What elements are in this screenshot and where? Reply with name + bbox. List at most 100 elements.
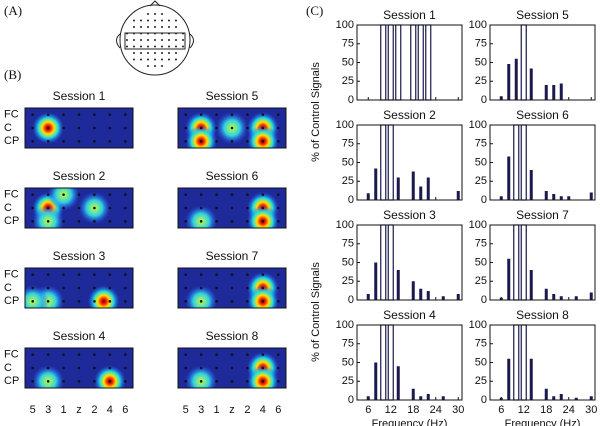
y-tick-label: 0 — [348, 294, 354, 306]
electrode — [276, 193, 280, 196]
column-label: 2 — [91, 404, 97, 416]
electrode — [46, 126, 50, 130]
electrode — [246, 193, 249, 196]
electrode — [199, 140, 203, 143]
electrode — [199, 193, 203, 196]
heat-blob — [185, 205, 218, 228]
electrode — [184, 273, 188, 276]
electrode — [123, 273, 127, 276]
row-label: C — [4, 362, 12, 374]
electrode — [215, 366, 218, 370]
bar — [589, 292, 593, 300]
y-tick-label: 100 — [469, 219, 487, 231]
electrode — [168, 32, 170, 35]
electrode — [246, 353, 249, 356]
electrode — [140, 26, 142, 28]
column-label: 4 — [107, 404, 113, 416]
electrode — [93, 380, 96, 383]
bar — [544, 388, 548, 400]
electrode — [93, 126, 96, 130]
chart-title: Session 1 — [383, 8, 436, 22]
electrode — [175, 26, 177, 28]
electrode — [93, 273, 96, 276]
bar — [544, 85, 548, 100]
heatmap — [24, 267, 134, 309]
electrode — [199, 353, 203, 356]
row-label: C — [4, 202, 12, 214]
heatmap-frame — [177, 347, 287, 389]
electrode — [276, 366, 280, 370]
electrode — [184, 140, 188, 143]
heat-blob — [93, 365, 126, 388]
bar — [513, 324, 520, 401]
electrode — [46, 300, 50, 303]
bar — [499, 196, 503, 200]
electrode — [46, 366, 50, 370]
electrode — [108, 206, 112, 210]
plot-frame — [356, 324, 463, 401]
y-tick-label: 100 — [336, 319, 354, 331]
plot-frame — [489, 224, 596, 301]
electrode — [62, 140, 65, 143]
electrode — [93, 140, 96, 143]
electrode — [230, 380, 234, 383]
y-tick-label: 25 — [342, 275, 354, 287]
heatmap — [24, 187, 134, 229]
heatmap-title: Session 2 — [53, 169, 106, 183]
electrode — [276, 126, 280, 130]
electrode — [108, 193, 112, 196]
electrode — [215, 193, 218, 196]
row-label: CP — [4, 375, 19, 387]
y-tick-label: 50 — [475, 156, 487, 168]
bar — [426, 177, 430, 200]
electrode — [123, 220, 127, 223]
electrode — [126, 39, 128, 41]
bar — [380, 124, 387, 201]
electrode — [147, 32, 149, 35]
electrode — [46, 140, 50, 143]
electrode — [276, 220, 280, 223]
heat-blob — [246, 125, 279, 148]
y-tick-label: 0 — [481, 294, 487, 306]
bar — [499, 397, 503, 400]
y-tick-label: 75 — [475, 138, 487, 150]
x-axis-label: Frequency (Hz) — [372, 418, 448, 426]
electrode — [215, 286, 218, 290]
electrode — [246, 380, 249, 383]
row-label: CP — [4, 295, 19, 307]
heatmap — [24, 347, 134, 389]
heat-blob — [246, 365, 279, 388]
electrode — [77, 286, 81, 290]
x-axis-label: Frequency (Hz) — [505, 418, 581, 426]
electrode — [123, 300, 127, 303]
bar — [426, 394, 430, 400]
y-tick-label: 100 — [336, 219, 354, 231]
bar — [419, 396, 423, 400]
electrode — [147, 58, 149, 61]
electrode — [31, 220, 35, 223]
bar — [387, 24, 394, 101]
bar — [441, 296, 445, 300]
plot-frame — [489, 124, 596, 201]
heatmap-title: Session 4 — [53, 329, 106, 343]
plot-frame — [489, 324, 596, 401]
heatmap-frame — [177, 267, 287, 309]
electrode — [168, 58, 170, 61]
electrode — [215, 206, 218, 210]
heatmap-title: Session 8 — [206, 329, 259, 343]
y-tick-label: 50 — [342, 56, 354, 68]
electrode — [199, 273, 203, 276]
y-tick-label: 0 — [348, 94, 354, 106]
bar — [410, 24, 417, 101]
heatmap-frame — [24, 187, 134, 229]
electrode — [31, 380, 35, 383]
electrode — [46, 353, 50, 356]
electrode — [161, 39, 163, 41]
electrode — [147, 19, 149, 22]
bar — [520, 24, 527, 101]
electrode — [175, 19, 177, 22]
bar — [544, 288, 548, 300]
electrode — [154, 13, 156, 15]
electrode — [230, 353, 234, 356]
row-label: FC — [4, 269, 19, 281]
